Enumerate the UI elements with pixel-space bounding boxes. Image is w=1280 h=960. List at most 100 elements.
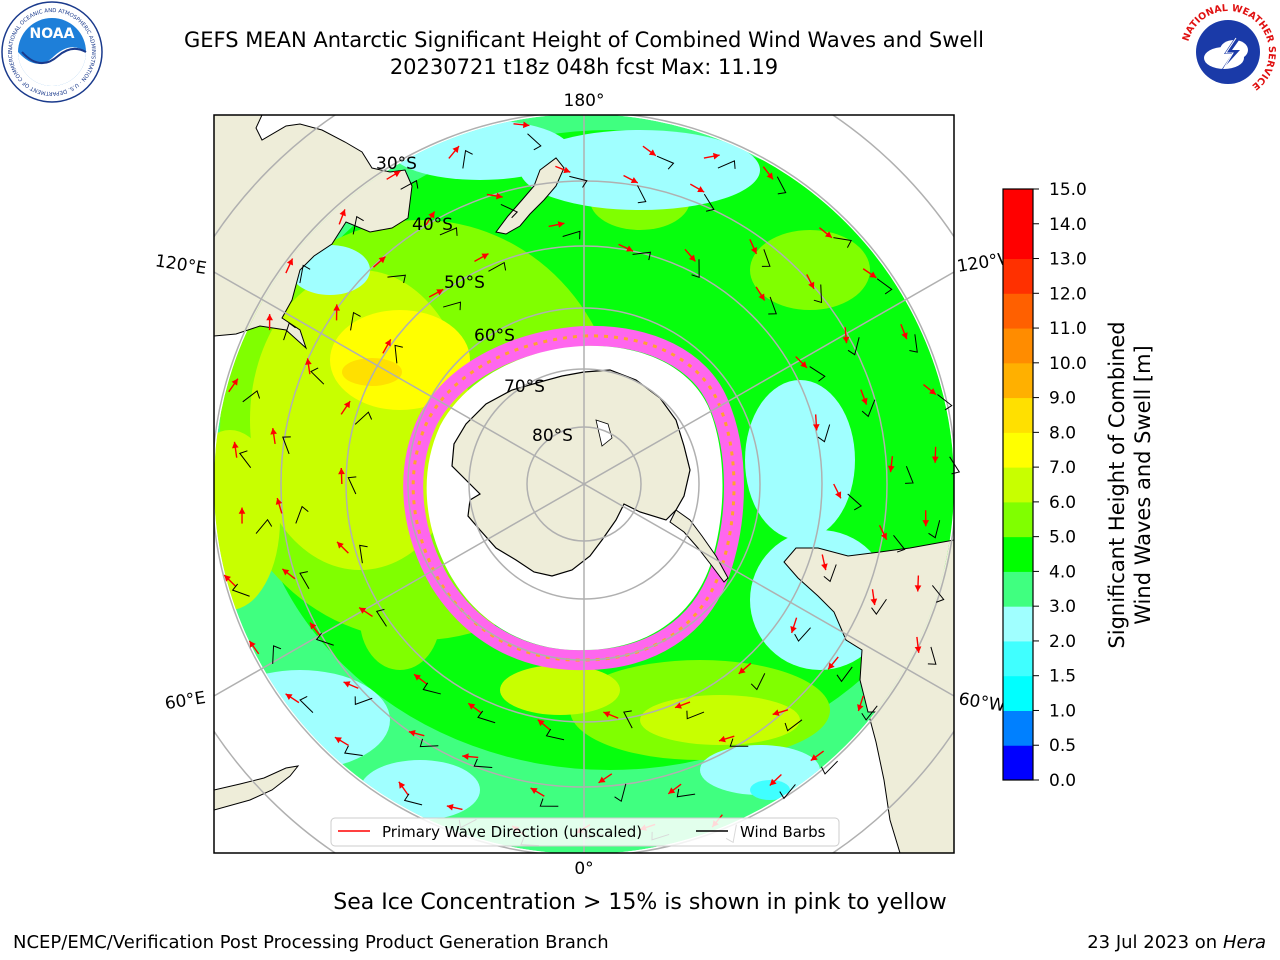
colorbar-segment (1003, 675, 1033, 711)
wave-direction-arrow (790, 617, 798, 634)
wind-barb (238, 450, 252, 468)
colorbar-tick-label: 15.0 (1049, 180, 1087, 200)
wind-barb (794, 627, 811, 642)
wave-direction-arrow (248, 640, 260, 655)
wind-barb (813, 284, 823, 304)
colorbar-segment (1003, 189, 1033, 225)
wave-direction-arrow (275, 497, 283, 514)
wave-direction-arrow (618, 243, 634, 252)
wave-direction-arrow (623, 174, 639, 184)
wind-barb (676, 788, 696, 798)
wind-barb (231, 583, 250, 597)
chart-subtitle: 20230721 t18z 048h fcst Max: 11.19 (389, 55, 779, 79)
wave-direction-arrow (603, 711, 619, 719)
colorbar-tick-label: 1.5 (1049, 667, 1076, 687)
graticule (214, 115, 954, 853)
colorbar-label-line1: Significant Height of Combined (1105, 321, 1129, 648)
colorbar-segment (1003, 536, 1033, 572)
wave-direction-arrow (462, 753, 479, 760)
wind-barb (750, 673, 766, 691)
colorbar-tick-label: 9.0 (1049, 389, 1076, 409)
wind-barb (439, 227, 458, 236)
wind-barb (539, 798, 559, 807)
chart-title: GEFS MEAN Antarctic Significant Height o… (183, 28, 985, 52)
wind-barb (295, 505, 309, 524)
date-stamp: 23 Jul 2023 on Hera (1087, 932, 1266, 953)
colorbar-segment (1003, 710, 1033, 746)
wind-barb (717, 160, 736, 169)
colorbar-segment (1003, 328, 1033, 364)
wind-barb (729, 738, 749, 747)
wind-barb (871, 598, 887, 615)
lat-label-50s: 50°S (444, 273, 485, 293)
lat-label-40s: 40°S (412, 215, 453, 235)
wave-direction-arrow (513, 121, 530, 129)
wave-direction-arrow (382, 339, 392, 354)
wave-direction-arrow (749, 239, 758, 255)
wave-direction-arrow (232, 441, 239, 458)
wave-direction-arrow (833, 483, 842, 499)
wind-barb (909, 334, 918, 353)
wave-direction-arrow (266, 314, 273, 331)
wind-barb (255, 518, 273, 534)
wind-barb (403, 793, 423, 806)
wind-barb (344, 745, 363, 756)
lat-label-30s: 30°S (376, 154, 417, 174)
wind-barb (315, 632, 334, 646)
wind-barb (820, 760, 838, 775)
wave-direction-arrow (857, 695, 864, 712)
wind-barb (562, 230, 581, 240)
colorbar-tick-label: 7.0 (1049, 458, 1076, 478)
wave-direction-arrow (667, 783, 682, 795)
wind-barb (527, 133, 542, 151)
wind-barb (347, 476, 357, 495)
wind-barb (861, 705, 878, 721)
wave-direction-arrow (228, 378, 239, 393)
wave-direction-arrow (446, 803, 463, 811)
colorbar-tick-label: 10.0 (1049, 354, 1087, 374)
wind-barb (656, 155, 675, 170)
wave-direction-arrow (386, 170, 401, 180)
wave-direction-arrow (827, 656, 839, 670)
colorbar-tick-label: 2.0 (1049, 632, 1076, 652)
wave-direction-arrow (914, 636, 922, 653)
wave-direction-arrow (806, 274, 815, 290)
lat-label-60s: 60°S (474, 326, 515, 346)
wind-barb (703, 193, 715, 212)
wave-direction-arrow (413, 673, 428, 685)
lon-label-60e: 60°E (163, 688, 207, 714)
wave-direction-arrow (922, 510, 930, 527)
wind-barb (905, 466, 914, 484)
wind-barb (833, 237, 852, 248)
wind-barb (809, 366, 826, 382)
wind-barb (768, 296, 777, 315)
wave-direction-arrow (238, 507, 246, 524)
wave-direction-arrow (305, 358, 312, 375)
wave-direction-arrow (684, 248, 696, 262)
wind-barb (893, 535, 906, 553)
wind-barb (632, 251, 652, 261)
wind-barb (686, 710, 705, 720)
wind-barb (931, 585, 945, 603)
wave-direction-arrow (914, 575, 922, 592)
southern-africa-land (214, 765, 300, 811)
colorbar-tick-label: 3.0 (1049, 597, 1076, 617)
wind-barb (937, 394, 953, 411)
wind-barb (375, 608, 387, 627)
colorbar-tick-label: 11.0 (1049, 319, 1087, 339)
wave-direction-arrow (762, 166, 774, 180)
wave-direction-arrow (270, 427, 277, 445)
wave-direction-arrow (772, 709, 789, 716)
wave-direction-arrow (343, 681, 359, 689)
colorbar-segment (1003, 223, 1033, 260)
wave-direction-arrow (281, 568, 296, 580)
colorbar-segment (1003, 432, 1033, 468)
colorbar-tick-label: 0.5 (1049, 736, 1076, 756)
colorbar-label-line2: Wind Waves and Swell [m] (1131, 345, 1155, 625)
colorbar: 0.0 0.5 1.0 1.5 2.0 3.0 4.0 5.0 6.0 7.0 8.0 9.0 10.0… (1002, 180, 1087, 791)
colorbar-segment (1003, 467, 1033, 503)
wave-direction-arrow (810, 750, 825, 762)
wind-barb (282, 436, 291, 455)
colorbar-frame (1002, 188, 1034, 781)
wind-barb (614, 783, 627, 803)
